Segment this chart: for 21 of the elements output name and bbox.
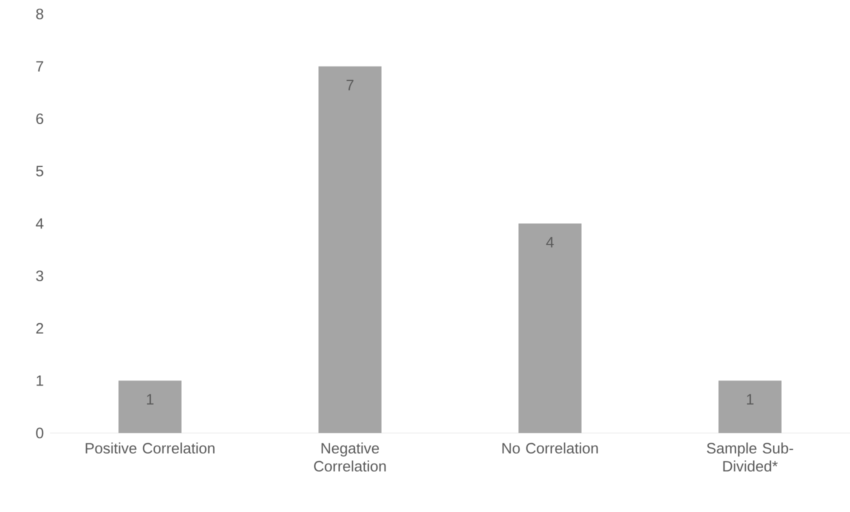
x-tick-label: Positive Correlation: [86, 442, 214, 454]
y-tick-label: 4: [36, 218, 44, 229]
data-label: 1: [746, 394, 754, 404]
x-tick-label: Sample Sub-Divided*: [706, 442, 794, 472]
x-tick-label: No Correlation: [502, 442, 598, 454]
bar: [318, 66, 382, 433]
y-tick-label: 3: [36, 270, 44, 282]
bar: [718, 380, 782, 433]
y-tick-label: 7: [36, 61, 44, 72]
data-label: 1: [146, 394, 154, 404]
data-label: 7: [346, 80, 354, 90]
y-tick-label: 5: [36, 166, 44, 176]
y-tick-label: 0: [36, 428, 44, 438]
y-tick-label: 2: [36, 323, 44, 334]
data-label: 4: [546, 237, 554, 248]
bar: [518, 224, 582, 433]
y-tick-label: 6: [36, 113, 44, 124]
x-tick-label: Negative Correlation: [314, 442, 386, 472]
y-tick-label: 1: [36, 375, 44, 386]
y-tick-label: 8: [36, 8, 44, 20]
bar: [118, 380, 182, 433]
